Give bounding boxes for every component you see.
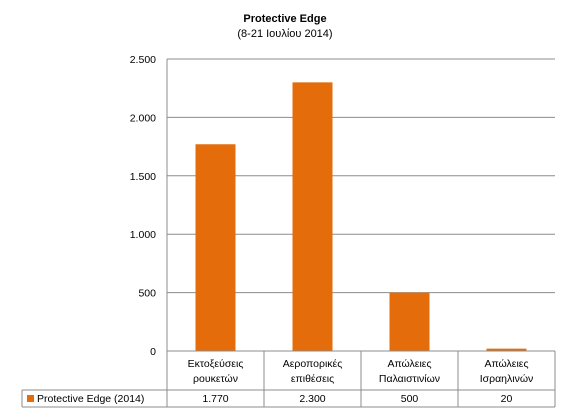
chart-subtitle: (8-21 Ιουλίου 2014) xyxy=(237,28,332,40)
bar xyxy=(486,348,527,351)
data-table-value: 20 xyxy=(501,393,513,405)
data-table-value: 2.300 xyxy=(299,393,325,405)
category-label: Απώλειες xyxy=(484,358,528,370)
category-label: Παλαιστινίων xyxy=(379,373,440,385)
data-table-value: 500 xyxy=(401,393,419,405)
data-table: Εκτοξεύσεις ρουκετών Αεροπορικές επιθέσεις Α… xyxy=(21,350,556,408)
legend-label: Protective Edge (2014) xyxy=(37,393,144,405)
category-label: ρουκετών xyxy=(193,373,238,385)
category-label: Εκτοξεύσεις xyxy=(188,358,244,370)
category-label: Αεροπορικές xyxy=(283,358,343,370)
bar xyxy=(195,144,236,351)
bar xyxy=(292,82,333,352)
category-label: Ισραηλινών xyxy=(480,373,534,385)
y-tick-label: 2.500 xyxy=(130,54,156,66)
y-tick-label: 500 xyxy=(138,288,156,300)
legend-swatch xyxy=(27,395,34,402)
bars xyxy=(195,82,527,352)
y-axis-ticks: 0 500 1.000 1.500 2.000 2.500 xyxy=(130,54,156,358)
chart-title: Protective Edge xyxy=(243,13,326,25)
bar xyxy=(389,292,430,351)
category-label: Απώλειες xyxy=(387,358,431,370)
y-tick-label: 1.500 xyxy=(130,171,156,183)
y-tick-label: 1.000 xyxy=(130,229,156,241)
y-tick-label: 0 xyxy=(150,346,156,358)
category-label: επιθέσεις xyxy=(291,373,334,385)
y-tick-label: 2.000 xyxy=(130,112,156,124)
data-table-value: 1.770 xyxy=(202,393,228,405)
